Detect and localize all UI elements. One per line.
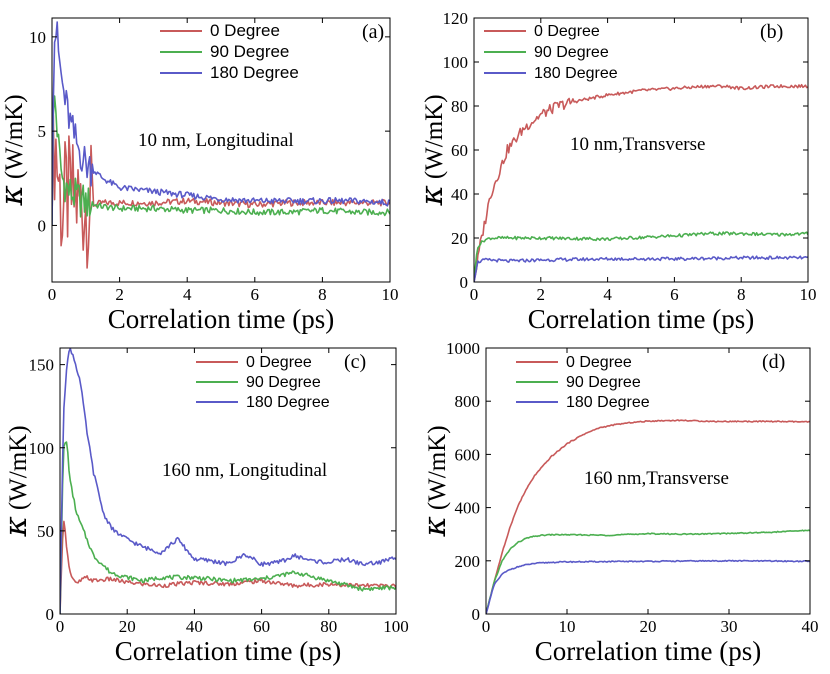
legend-entry: 90 Degree [210, 42, 289, 61]
x-tick-label: 2 [115, 285, 124, 304]
x-tick-label: 2 [537, 285, 546, 304]
plot-frame [59, 347, 397, 615]
y-tick-label: 200 [455, 552, 481, 571]
x-tick-label: 40 [186, 617, 203, 636]
y-axis-label: κ (W/mK) [0, 425, 34, 537]
y-axis-symbol: κ [0, 516, 34, 537]
legend-entry: 0 Degree [534, 23, 600, 40]
panel-annotation: 10 nm,Transverse [570, 134, 705, 155]
x-tick-label: 20 [119, 617, 136, 636]
panel-label: (a) [362, 21, 384, 43]
y-tick-label: 600 [455, 445, 481, 464]
y-tick-label: 100 [29, 439, 55, 458]
series-line-90-degree [60, 441, 396, 614]
y-tick-label: 0 [38, 216, 47, 235]
x-tick-label: 0 [48, 285, 57, 304]
x-tick-label: 0 [56, 617, 65, 636]
series-line-0-degree [60, 520, 396, 614]
y-axis-symbol: κ [417, 516, 453, 537]
x-tick-label: 30 [721, 617, 738, 636]
y-axis-unit: (W/mK) [5, 425, 32, 510]
y-tick-label: 40 [451, 185, 468, 204]
legend-entry: 180 Degree [246, 394, 330, 411]
x-tick-label: 10 [382, 285, 399, 304]
x-tick-label: 0 [470, 285, 479, 304]
series-line-0-degree [474, 83, 808, 282]
series-line-180-degree [486, 559, 810, 614]
panel-annotation: 160 nm, Longitudinal [162, 460, 327, 481]
legend-entry: 90 Degree [246, 374, 321, 391]
series-line-0-degree [486, 419, 810, 614]
x-tick-label: 100 [383, 617, 409, 636]
panel-label: (b) [760, 21, 783, 43]
x-tick-label: 10 [559, 617, 576, 636]
panel-label: (c) [344, 351, 366, 373]
x-tick-label: 40 [802, 617, 819, 636]
series-line-0-degree [52, 114, 390, 269]
panel-label: (d) [762, 351, 785, 373]
y-tick-label: 5 [38, 122, 47, 141]
y-tick-label: 10 [29, 28, 46, 47]
x-tick-label: 8 [318, 285, 327, 304]
x-tick-label: 6 [670, 285, 679, 304]
legend-entry: 180 Degree [566, 394, 650, 411]
series-line-90-degree [52, 95, 390, 226]
plot-frame [51, 17, 391, 283]
y-axis-label: κ (W/mK) [417, 425, 453, 537]
legend-entry: 180 Degree [210, 63, 299, 82]
series-line-180-degree [60, 348, 396, 614]
y-tick-label: 1000 [446, 339, 480, 358]
x-tick-label: 4 [603, 285, 612, 304]
y-tick-label: 800 [455, 392, 481, 411]
x-axis-label: Correlation time (ps) [115, 636, 341, 666]
legend-entry: 90 Degree [534, 44, 609, 61]
y-axis-label: κ (W/mK) [0, 94, 30, 206]
x-axis-label: Correlation time (ps) [535, 636, 761, 666]
x-axis-label: Correlation time (ps) [528, 304, 754, 334]
x-tick-label: 10 [800, 285, 817, 304]
y-tick-label: 0 [460, 273, 469, 292]
series-line-90-degree [474, 231, 808, 282]
legend-entry: 0 Degree [566, 354, 632, 371]
x-tick-label: 80 [320, 617, 337, 636]
y-tick-label: 50 [37, 522, 54, 541]
y-tick-label: 0 [46, 605, 55, 624]
legend-entry: 90 Degree [566, 374, 641, 391]
y-tick-label: 20 [451, 229, 468, 248]
chart-panel-c: 0 20 40 60 80 100 0 50 100 150 Correlation time (p… [0, 347, 409, 666]
panel-annotation: 10 nm, Longitudinal [138, 130, 294, 151]
series-line-90-degree [486, 529, 810, 614]
y-axis-symbol: κ [0, 185, 30, 206]
y-axis-unit: (W/mK) [1, 94, 28, 179]
y-tick-label: 0 [472, 605, 481, 624]
y-tick-label: 80 [451, 97, 468, 116]
series-line-180-degree [52, 21, 390, 226]
y-axis-unit: (W/mK) [421, 94, 448, 179]
x-tick-label: 8 [737, 285, 746, 304]
y-tick-label: 100 [443, 53, 469, 72]
legend-entry: 0 Degree [246, 354, 312, 371]
legend-entry: 180 Degree [534, 65, 618, 82]
x-tick-label: 20 [640, 617, 657, 636]
chart-panel-a: 0 2 4 6 8 10 0 5 10 Correlation time (ps) κ (W/mK) 0… [0, 17, 399, 334]
series-line-180-degree [474, 255, 808, 282]
legend-entry: 0 Degree [210, 21, 280, 40]
y-axis-symbol: κ [414, 185, 450, 206]
x-axis-label: Correlation time (ps) [108, 304, 334, 334]
x-tick-label: 0 [482, 617, 491, 636]
y-axis-unit: (W/mK) [424, 425, 451, 510]
y-axis-label: κ (W/mK) [414, 94, 450, 206]
x-tick-label: 6 [251, 285, 260, 304]
y-tick-label: 120 [443, 9, 469, 28]
y-tick-label: 150 [29, 356, 55, 375]
x-tick-label: 60 [253, 617, 270, 636]
x-tick-label: 4 [183, 285, 192, 304]
y-tick-label: 400 [455, 499, 481, 518]
panel-annotation: 160 nm,Transverse [584, 468, 729, 489]
y-tick-label: 60 [451, 141, 468, 160]
